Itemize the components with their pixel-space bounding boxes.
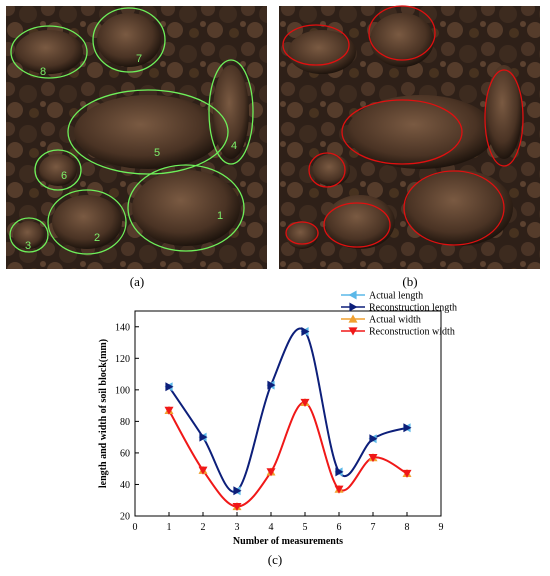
x-tick-label: 8 (405, 522, 410, 533)
plot-frame (134, 310, 442, 517)
block-number: 2 (94, 232, 100, 244)
data-marker (402, 469, 412, 478)
x-tick-label: 7 (371, 522, 376, 533)
y-tick-label: 140 (115, 322, 130, 333)
legend-marker (349, 302, 358, 312)
legend-label: Reconstruction width (369, 327, 455, 338)
data-marker (266, 468, 276, 477)
data-marker (301, 327, 310, 336)
data-marker (199, 432, 208, 442)
legend-label: Actual width (369, 315, 421, 326)
x-tick-label: 6 (337, 522, 342, 533)
data-marker (198, 466, 208, 475)
y-tick-label: 120 (115, 354, 130, 365)
data-marker (165, 382, 174, 392)
block-number: 6 (61, 170, 67, 182)
chart: 0 1 2 3 4 5 6 7 8 9 20 40 60 80 100 120 140 Number of mea… (98, 290, 457, 567)
legend-marker (348, 290, 357, 300)
y-tick-label: 20 (120, 512, 130, 523)
legend-label: Actual length (369, 291, 423, 302)
y-tick-label: 100 (115, 385, 130, 396)
x-tick-label: 3 (235, 522, 240, 533)
x-tick-label: 4 (269, 522, 274, 533)
data-marker (335, 467, 344, 477)
x-axis-label: Number of measurements (233, 536, 343, 547)
series-curve (168, 327, 408, 493)
x-tick-label: 5 (303, 522, 308, 533)
block-number: 8 (40, 66, 46, 78)
data-marker (164, 406, 174, 415)
data-marker (233, 486, 242, 496)
y-tick-label: 40 (120, 480, 130, 491)
panel-label: (b) (402, 274, 417, 289)
legend-marker (348, 327, 358, 336)
legend-label: Reconstruction length (369, 303, 457, 314)
data-marker (267, 380, 276, 390)
data-marker (232, 502, 242, 512)
y-tick-label: 60 (120, 448, 130, 459)
block-number: 7 (136, 53, 142, 65)
y-axis-label: length and width of soil block(mm) (98, 339, 109, 488)
x-tick-label: 2 (201, 522, 206, 533)
block-number: 4 (231, 140, 237, 152)
data-marker (300, 398, 310, 407)
photo-b (279, 5, 540, 269)
block-number: 3 (25, 240, 31, 252)
panel-label: (a) (130, 274, 144, 289)
photo-a: 8 7 5 4 6 1 2 3 (6, 6, 267, 269)
panel-label: (c) (268, 552, 282, 567)
x-tick-label: 0 (133, 522, 138, 533)
legend-marker (348, 314, 358, 323)
x-tick-label: 9 (439, 522, 444, 533)
x-tick-label: 1 (167, 522, 172, 533)
data-marker (334, 485, 344, 494)
y-tick-label: 80 (120, 417, 130, 428)
data-marker (403, 423, 412, 433)
series-curve (168, 401, 408, 508)
data-marker (369, 434, 378, 444)
block-number: 1 (217, 210, 223, 222)
data-marker (368, 454, 378, 463)
block-number: 5 (154, 147, 160, 159)
